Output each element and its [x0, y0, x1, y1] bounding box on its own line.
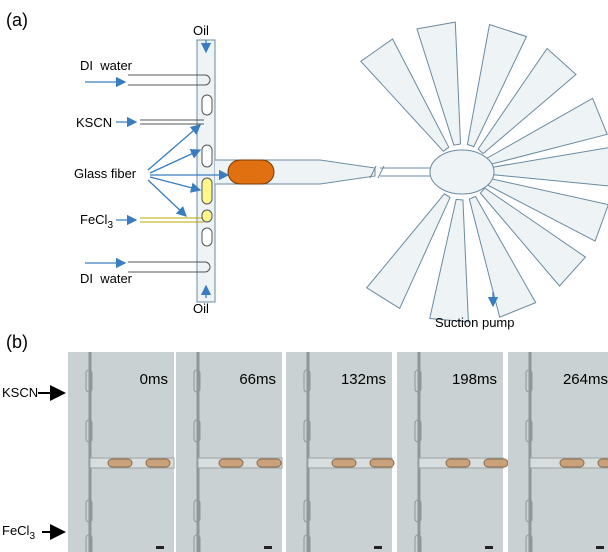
droplet — [332, 459, 356, 467]
droplet — [484, 459, 508, 467]
di-water-label: DI water — [80, 58, 133, 73]
time-label: 66ms — [239, 371, 276, 388]
mixed-droplet — [228, 160, 274, 184]
droplet — [108, 459, 132, 467]
fecl3-label: FeCl3 — [2, 523, 35, 542]
oil-label: Oil — [193, 23, 209, 38]
scale-bar — [264, 546, 272, 549]
kscn-label: KSCN — [76, 115, 112, 130]
fecl3-label: FeCl3 — [80, 212, 113, 231]
scale-bar — [156, 546, 164, 549]
droplet — [560, 459, 584, 467]
suction-pump-label: Suction pump — [435, 315, 515, 330]
droplet — [370, 459, 394, 467]
scale-bar — [485, 546, 493, 549]
time-label: 264ms — [563, 371, 608, 388]
time-label: 132ms — [341, 371, 386, 388]
micrograph-strip: 0ms 66ms 132ms 198ms 264ms — [68, 352, 608, 552]
channel-break — [370, 166, 430, 178]
kscn-label: KSCN — [2, 385, 38, 400]
droplet — [146, 459, 170, 467]
glass-fiber-label: Glass fiber — [74, 166, 137, 181]
collection-chamber — [430, 150, 494, 194]
fan-chip — [361, 22, 608, 322]
droplet — [598, 459, 608, 467]
oil-label: Oil — [193, 301, 209, 316]
panel-label: (b) — [6, 332, 28, 352]
droplet — [257, 459, 281, 467]
vertical-channel — [197, 40, 215, 302]
scale-bar — [596, 546, 604, 549]
droplet — [446, 459, 470, 467]
scale-bar — [374, 546, 382, 549]
di-water-label: DI water — [80, 271, 133, 286]
time-label: 0ms — [140, 371, 168, 388]
figure: (a) Oil DI water KSCN Glass fiber FeCl3 … — [0, 0, 608, 552]
panel-label: (a) — [6, 10, 28, 30]
droplet — [219, 459, 243, 467]
time-label: 198ms — [452, 371, 497, 388]
